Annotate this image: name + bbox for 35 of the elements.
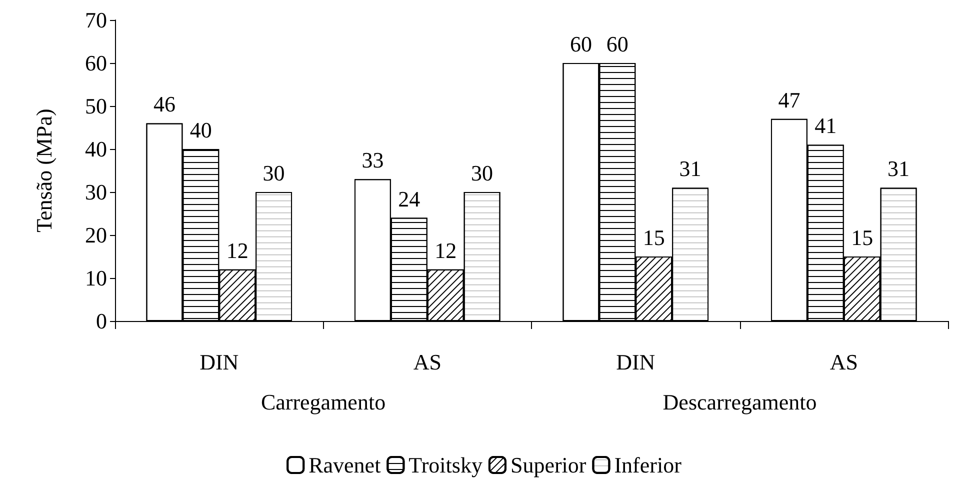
- y-tick-label: 40: [85, 136, 107, 162]
- data-label: 31: [888, 156, 910, 182]
- y-tick-label: 60: [85, 50, 107, 76]
- y-tick-label: 50: [85, 94, 107, 118]
- x-tick-label: DIN: [200, 350, 239, 374]
- data-label: 46: [153, 92, 176, 117]
- data-label: 60: [606, 32, 628, 56]
- data-label: 40: [190, 118, 212, 142]
- y-axis-title: Tensão (MPa): [32, 108, 56, 232]
- data-label: 12: [226, 238, 248, 263]
- data-label: 31: [679, 156, 702, 182]
- data-label: 15: [851, 225, 874, 250]
- legend-label: Superior: [510, 452, 587, 478]
- x-tick-label: AS: [830, 350, 858, 374]
- legend-label: Troitsky: [408, 452, 482, 478]
- data-label: 15: [642, 225, 665, 250]
- y-tick-label: 30: [85, 180, 107, 204]
- data-label: 47: [778, 87, 800, 112]
- text: Carregamento: [260, 390, 386, 414]
- x-tick-label: AS: [413, 350, 442, 374]
- data-label: 41: [814, 113, 837, 138]
- data-label: 33: [362, 148, 384, 173]
- y-tick-label: 0: [96, 308, 107, 334]
- legend-label: Inferior: [614, 452, 682, 478]
- data-label: 30: [262, 160, 285, 186]
- data-label: 12: [434, 238, 457, 263]
- y-tick-label: 70: [85, 8, 107, 32]
- y-tick-label: 10: [85, 266, 107, 290]
- legend-label: Ravenet: [308, 452, 381, 478]
- data-label: 60: [570, 32, 592, 56]
- y-tick-label: 20: [85, 222, 107, 248]
- text: Descarregamento: [662, 390, 817, 414]
- data-label: 30: [471, 160, 494, 186]
- x-tick-label: DIN: [616, 350, 656, 374]
- data-label: 24: [398, 186, 420, 212]
